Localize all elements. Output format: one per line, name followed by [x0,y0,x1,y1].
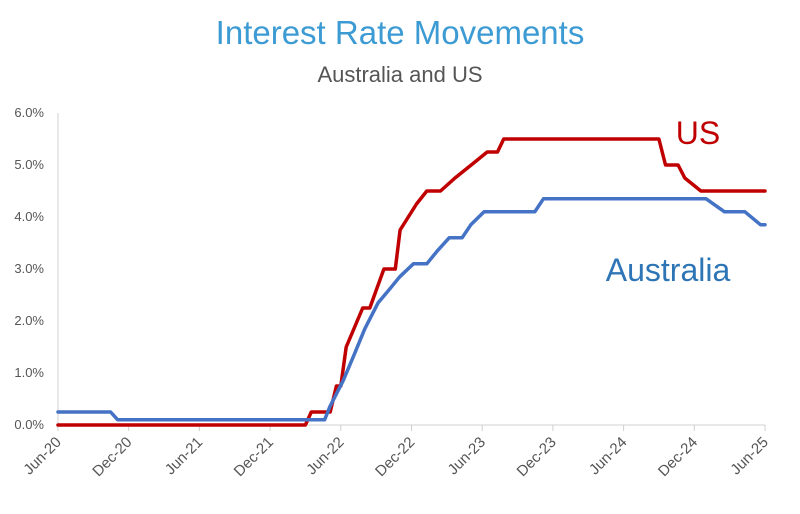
chart-title: Interest Rate Movements [215,14,585,51]
series-line-australia [56,197,767,422]
chart-subtitle: Australia and US [317,62,483,87]
y-tick-label: 3.0% [14,261,44,276]
x-tick-label: Dec-23 [514,434,560,480]
x-tick-label: Jun-20 [20,434,64,478]
series-labels: US Australia [606,115,731,288]
y-tick-label: 6.0% [14,105,44,120]
series-lines [56,137,767,427]
x-tick-label: Jun-24 [586,434,630,478]
series-label-australia: Australia [606,252,731,288]
y-tick-label: 0.0% [14,417,44,432]
x-tick-label: Dec-24 [655,434,701,480]
series-label-us: US [676,115,720,151]
x-tick-label: Jun-25 [727,434,771,478]
x-tick-label: Jun-23 [445,434,489,478]
y-tick-label: 2.0% [14,313,44,328]
y-tick-label: 4.0% [14,209,44,224]
x-axis-ticks: Jun-20 Dec-20 Jun-21 Dec-21 Jun-22 Dec-22 Jun-… [20,425,772,480]
x-tick-label: Dec-21 [231,434,277,480]
x-tick-label: Dec-20 [89,434,135,480]
x-tick-label: Jun-22 [303,434,347,478]
x-tick-label: Jun-21 [162,434,206,478]
y-tick-label: 5.0% [14,157,44,172]
y-axis-ticks: 0.0% 1.0% 2.0% 3.0% 4.0% 5.0% 6.0% [14,105,44,432]
x-tick-label: Dec-22 [372,434,418,480]
y-tick-label: 1.0% [14,365,44,380]
